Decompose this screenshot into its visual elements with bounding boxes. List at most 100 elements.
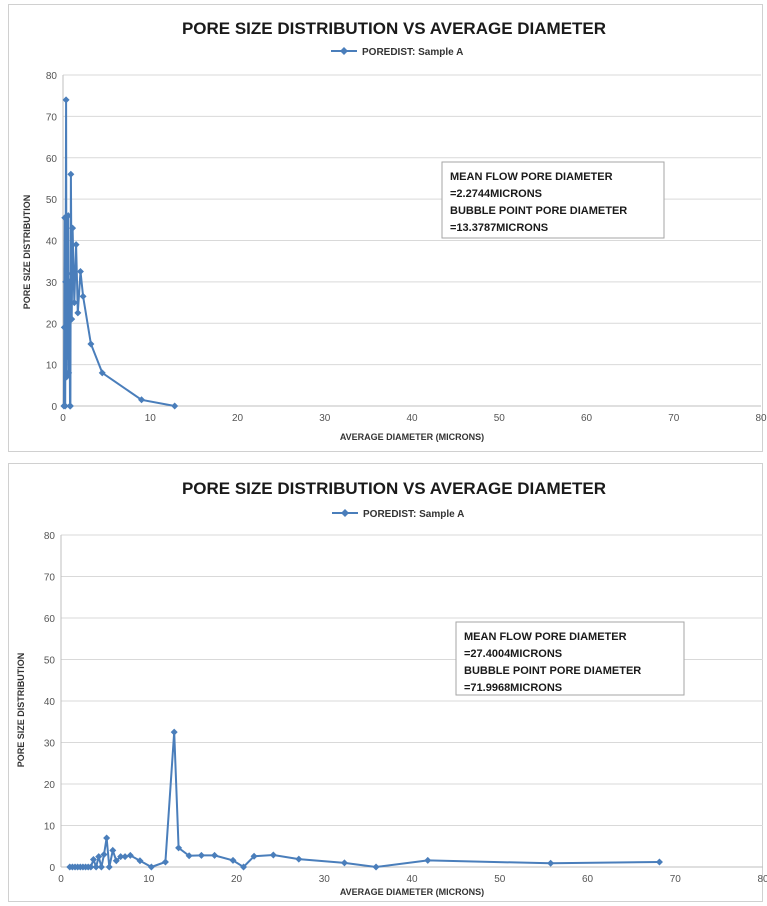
data-point [97,863,105,871]
data-point [103,834,111,842]
annotation-line: MEAN FLOW PORE DIAMETER [464,631,627,643]
data-point [62,278,70,286]
data-point [295,855,303,863]
x-tick-label: 50 [494,413,506,424]
x-tick-label: 0 [60,413,66,424]
data-point [655,858,663,866]
data-point [69,224,77,232]
data-point [269,851,277,859]
annotation-line: BUBBLE POINT PORE DIAMETER [464,665,641,677]
y-tick-label: 60 [44,614,56,625]
annotation-line: MEAN FLOW PORE DIAMETER [450,171,613,183]
data-point [112,857,120,865]
annotation-box [441,161,665,239]
data-point [424,856,432,864]
x-tick-label: 70 [668,413,680,424]
x-tick-label: 80 [757,874,767,885]
data-point [211,851,219,859]
y-axis-title: PORE SIZE DISTRIBUTION [22,195,32,310]
y-tick-label: 30 [46,278,58,289]
x-tick-label: 10 [145,413,157,424]
data-point [138,396,146,404]
y-tick-label: 40 [46,237,58,248]
data-point [117,853,125,861]
x-tick-label: 20 [232,413,244,424]
data-point [98,369,106,377]
chart-title: PORE SIZE DISTRIBUTION VS AVERAGE DIAMET… [182,19,606,38]
data-point [66,278,74,286]
data-point [340,859,348,867]
annotation-line: =27.4004MICRONS [464,648,562,660]
y-tick-label: 20 [46,319,58,330]
chart-panel-top: 0 10 20 30 40 50 60 70 80 0 10 20 30 40 50 60 70 80 PORE S… [8,4,767,452]
data-point [126,851,134,859]
chart-svg-top: 0 10 20 30 40 50 60 70 80 0 10 20 30 40 50 60 70 80 PORE S… [22,19,767,442]
data-point [63,270,71,278]
chart-svg-bottom: 0 10 20 30 40 50 60 70 80 0 10 20 30 40 50 60 70 80 PORE S… [16,479,767,897]
data-point [87,340,95,348]
data-point [92,863,100,871]
data-point [89,856,97,864]
data-point [70,299,78,307]
data-point [76,268,84,276]
y-tick-label: 50 [46,195,58,206]
data-point [79,292,87,300]
y-tick-label: 30 [44,739,56,750]
data-point [65,369,73,377]
y-tick-label: 70 [44,573,56,584]
data-point [372,863,380,871]
chart-title: PORE SIZE DISTRIBUTION VS AVERAGE DIAMET… [182,479,606,498]
y-tick-label: 10 [46,361,58,372]
annotation-line: =2.2744MICRONS [450,188,542,200]
legend-marker [340,47,348,55]
data-point [171,402,179,410]
x-tick-label: 20 [231,874,243,885]
x-tick-label: 70 [670,874,682,885]
legend-marker [341,509,349,517]
series-line [62,99,175,407]
x-tick-label: 0 [58,874,64,885]
data-point [197,851,205,859]
y-tick-label: 0 [49,863,55,874]
data-point [72,241,80,249]
y-tick-label: 10 [44,822,56,833]
y-tick-label: 80 [44,531,56,542]
x-tick-label: 30 [319,413,331,424]
chart-panel-bottom: 0 10 20 30 40 50 60 70 80 0 10 20 30 40 50 60 70 80 PORE S… [8,463,767,902]
data-point [100,851,108,859]
y-tick-label: 20 [44,780,56,791]
data-point [62,96,70,104]
y-tick-label: 50 [44,656,56,667]
x-tick-label: 60 [582,874,594,885]
data-point [250,852,258,860]
data-point [61,402,69,410]
data-point [95,853,103,861]
data-point [121,853,129,861]
data-point [109,846,117,854]
x-axis-title: AVERAGE DIAMETER (MICRONS) [340,432,484,442]
series-line [69,732,660,871]
y-axis-title: PORE SIZE DISTRIBUTION [16,653,26,768]
y-tick-label: 60 [46,154,58,165]
y-tick-label: 70 [46,112,58,123]
data-point [68,315,76,323]
x-tick-label: 80 [755,413,767,424]
data-point [63,299,71,307]
x-axis-title: AVERAGE DIAMETER (MICRONS) [340,887,484,897]
legend-label: POREDIST: Sample A [363,509,464,520]
data-point [185,852,193,860]
data-point [62,373,70,381]
data-point [229,856,237,864]
data-point [66,402,74,410]
y-tick-label: 80 [46,71,58,82]
annotation-line: =13.3787MICRONS [450,222,548,234]
data-point [64,212,72,220]
annotation-box [455,621,685,696]
data-point [170,728,178,736]
data-point [161,858,169,866]
x-tick-label: 50 [494,874,506,885]
data-point [87,863,95,871]
x-tick-label: 40 [406,413,418,424]
annotation-line: =71.9968MICRONS [464,682,562,694]
data-point [240,863,248,871]
